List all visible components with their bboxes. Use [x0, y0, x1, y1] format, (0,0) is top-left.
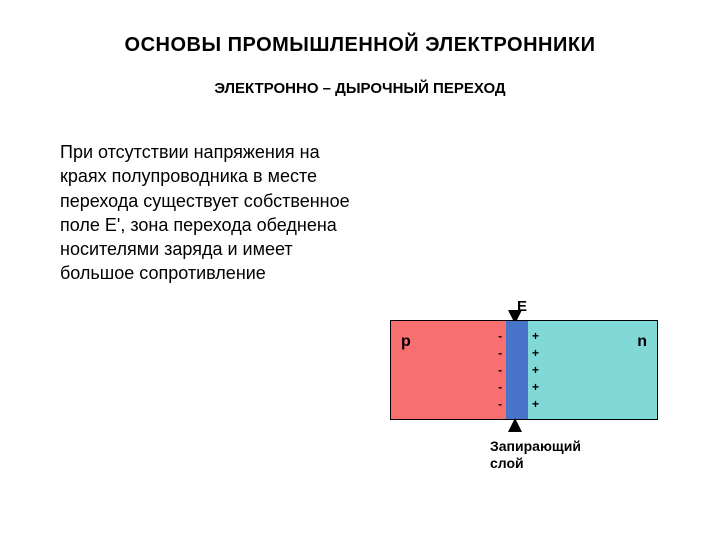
positive-charge: +	[532, 398, 539, 410]
pn-junction-diagram: p - - - - - n + + + + +	[390, 320, 658, 420]
negative-charge: -	[498, 398, 502, 410]
positive-charge: +	[532, 364, 539, 376]
negative-charge: -	[498, 364, 502, 376]
page-title: ОСНОВЫ ПРОМЫШЛЕННОЙ ЭЛЕКТРОННИКИ	[0, 34, 720, 57]
barrier-arrow-icon	[508, 418, 522, 432]
page-subtitle: ЭЛЕКТРОННО – ДЫРОЧНЫЙ ПЕРЕХОД	[0, 80, 720, 97]
positive-charge: +	[532, 347, 539, 359]
barrier-label: Запирающий слой	[490, 438, 610, 472]
barrier-label-text: Запирающий слой	[490, 438, 581, 471]
negative-charge: -	[498, 381, 502, 393]
negative-charge: -	[498, 330, 502, 342]
n-region-label: n	[637, 333, 647, 351]
p-region-label: p	[401, 333, 411, 351]
barrier-region	[506, 321, 528, 419]
p-region: p - - - - -	[391, 321, 506, 419]
n-region: n + + + + +	[528, 321, 657, 419]
positive-charge: +	[532, 381, 539, 393]
positive-charges: + + + + +	[532, 327, 539, 413]
description-paragraph: При отсутствии напряжения на краях полуп…	[60, 140, 360, 286]
positive-charge: +	[532, 330, 539, 342]
negative-charges: - - - - -	[498, 327, 502, 413]
negative-charge: -	[498, 347, 502, 359]
